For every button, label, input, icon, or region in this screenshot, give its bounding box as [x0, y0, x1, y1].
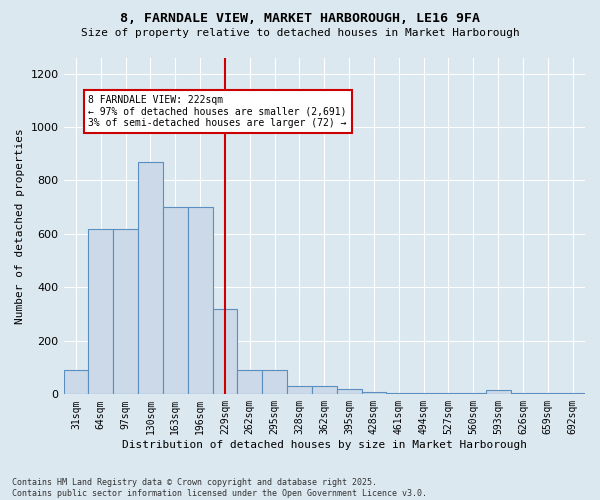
Bar	[262, 370, 287, 394]
Bar	[436, 393, 461, 394]
Text: 8 FARNDALE VIEW: 222sqm
← 97% of detached houses are smaller (2,691)
3% of semi-: 8 FARNDALE VIEW: 222sqm ← 97% of detache…	[88, 95, 347, 128]
Text: Contains HM Land Registry data © Crown copyright and database right 2025.
Contai: Contains HM Land Registry data © Crown c…	[12, 478, 427, 498]
Bar	[212, 309, 238, 394]
Bar	[238, 370, 262, 394]
Bar	[163, 207, 188, 394]
Bar	[560, 393, 585, 394]
Bar	[362, 392, 386, 394]
Bar	[386, 393, 411, 394]
Bar	[337, 389, 362, 394]
Bar	[535, 393, 560, 394]
Bar	[511, 393, 535, 394]
Text: 8, FARNDALE VIEW, MARKET HARBOROUGH, LE16 9FA: 8, FARNDALE VIEW, MARKET HARBOROUGH, LE1…	[120, 12, 480, 26]
Y-axis label: Number of detached properties: Number of detached properties	[15, 128, 25, 324]
Bar	[88, 228, 113, 394]
Bar	[312, 386, 337, 394]
Bar	[138, 162, 163, 394]
X-axis label: Distribution of detached houses by size in Market Harborough: Distribution of detached houses by size …	[122, 440, 527, 450]
Bar	[287, 386, 312, 394]
Bar	[188, 207, 212, 394]
Bar	[411, 393, 436, 394]
Bar	[113, 228, 138, 394]
Bar	[485, 390, 511, 394]
Bar	[64, 370, 88, 394]
Text: Size of property relative to detached houses in Market Harborough: Size of property relative to detached ho…	[80, 28, 520, 38]
Bar	[461, 393, 485, 394]
